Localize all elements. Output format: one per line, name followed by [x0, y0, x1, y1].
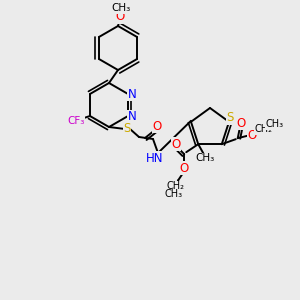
Text: O: O: [116, 11, 124, 23]
Text: CH₂: CH₂: [255, 124, 273, 134]
Text: CH₃: CH₃: [196, 153, 215, 163]
Text: CH₃: CH₃: [164, 189, 182, 199]
Text: O: O: [152, 119, 162, 133]
Text: O: O: [247, 129, 256, 142]
Text: O: O: [180, 162, 189, 175]
Text: S: S: [123, 122, 131, 136]
Text: O: O: [172, 138, 181, 151]
Text: CH₂: CH₂: [166, 181, 184, 191]
Text: O: O: [236, 117, 245, 130]
Text: CH₃: CH₃: [111, 3, 130, 13]
Text: CF₃: CF₃: [67, 116, 85, 126]
Text: N: N: [128, 88, 136, 100]
Text: HN: HN: [146, 152, 164, 164]
Text: CH₃: CH₃: [266, 119, 284, 129]
Text: S: S: [226, 111, 234, 124]
Text: N: N: [128, 110, 136, 124]
